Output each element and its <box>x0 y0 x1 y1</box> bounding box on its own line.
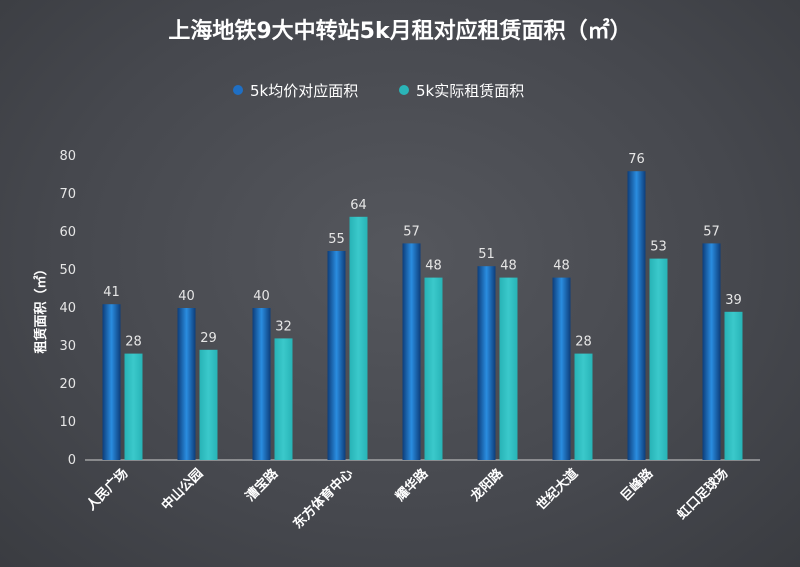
chart-title: 上海地铁9大中转站5k月租对应租赁面积（㎡） <box>168 18 631 44</box>
data-label-series-2: 29 <box>200 331 217 346</box>
category-label: 龙阳路 <box>467 465 507 505</box>
data-label-series-1: 51 <box>478 247 495 262</box>
data-label-series-1: 57 <box>403 224 420 239</box>
data-label-series-1: 41 <box>103 285 120 300</box>
bar-series-2 <box>199 349 218 460</box>
bars <box>102 171 743 460</box>
data-label-series-1: 48 <box>553 259 570 274</box>
category-label: 东方体育中心 <box>290 466 356 532</box>
bar-series-1 <box>627 171 646 460</box>
legend-label-series-2: 5k实际租赁面积 <box>416 82 524 100</box>
legend: 5k均价对应面积 5k实际租赁面积 <box>233 82 524 100</box>
category-label: 耀华路 <box>392 465 432 505</box>
bar-series-2 <box>574 353 593 460</box>
data-label-series-1: 40 <box>178 289 195 304</box>
bar-series-2 <box>349 216 368 460</box>
y-tick-label: 20 <box>59 377 76 392</box>
bar-series-1 <box>477 266 496 460</box>
category-label: 巨峰路 <box>617 465 657 505</box>
bar-series-1 <box>402 243 421 460</box>
category-label: 人民广场 <box>83 466 131 514</box>
y-tick-label: 10 <box>59 415 76 430</box>
data-label-series-1: 55 <box>328 232 345 247</box>
data-label-series-2: 48 <box>500 259 517 274</box>
bar-series-1 <box>252 308 271 460</box>
bar-series-1 <box>327 251 346 460</box>
bar-series-2 <box>649 258 668 460</box>
y-tick-label: 60 <box>59 225 76 240</box>
legend-marker-series-2 <box>399 85 409 95</box>
data-label-series-2: 32 <box>275 319 292 334</box>
bar-series-1 <box>552 277 571 460</box>
bar-series-2 <box>124 353 143 460</box>
y-tick-label: 40 <box>59 301 76 316</box>
bar-series-1 <box>177 308 196 460</box>
data-label-series-2: 39 <box>725 293 742 308</box>
bar-series-1 <box>102 304 121 460</box>
data-label-series-2: 48 <box>425 259 442 274</box>
data-label-series-2: 28 <box>575 335 592 350</box>
legend-marker-series-1 <box>233 85 243 95</box>
category-labels: 人民广场 中山公园 漕宝路 东方体育中心 耀华路 龙阳路 世纪大道 巨峰路 虹口足球场 <box>83 465 731 532</box>
data-label-series-1: 76 <box>628 152 645 167</box>
bar-series-1 <box>702 243 721 460</box>
y-tick-label: 70 <box>59 187 76 202</box>
bar-series-2 <box>724 311 743 460</box>
data-label-series-2: 53 <box>650 240 667 255</box>
bar-series-2 <box>424 277 443 460</box>
legend-label-series-1: 5k均价对应面积 <box>250 82 358 100</box>
bar-series-2 <box>274 338 293 460</box>
y-tick-label: 80 <box>59 149 76 164</box>
data-label-series-2: 64 <box>350 198 367 213</box>
data-label-series-1: 57 <box>703 224 720 239</box>
bar-series-2 <box>499 277 518 460</box>
category-label: 中山公园 <box>158 466 206 514</box>
category-label: 虹口足球场 <box>674 466 731 523</box>
y-tick-label: 50 <box>59 263 76 278</box>
y-tick-label: 30 <box>59 339 76 354</box>
y-tick-label: 0 <box>68 453 76 468</box>
data-label-series-2: 28 <box>125 335 142 350</box>
data-label-series-1: 40 <box>253 289 270 304</box>
y-axis-label: 租赁面积（㎡） <box>33 262 49 353</box>
y-axis-ticks: 0 10 20 30 40 50 60 70 80 <box>59 149 76 468</box>
data-labels: 41 28 40 29 40 32 55 64 57 48 51 48 48 28 76 53 57 39 <box>103 152 742 349</box>
category-label: 漕宝路 <box>242 465 282 505</box>
category-label: 世纪大道 <box>533 466 581 514</box>
